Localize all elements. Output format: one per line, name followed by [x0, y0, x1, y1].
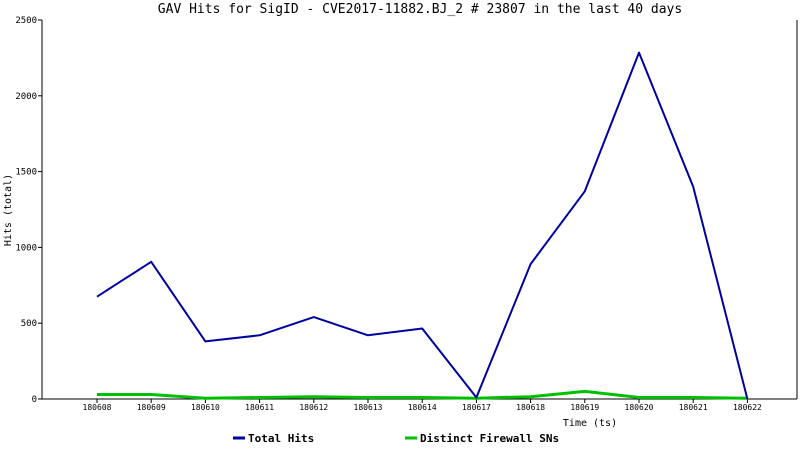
y-tick-label: 2000 — [15, 92, 37, 102]
legend: Total Hits Distinct Firewall SNs — [233, 432, 559, 445]
x-tick-label: 180609 — [137, 403, 166, 412]
x-tick-label: 180617 — [462, 403, 491, 412]
x-tick-label: 180618 — [516, 403, 545, 412]
x-tick-label: 180608 — [83, 403, 112, 412]
series-line-total-hits — [96, 51, 749, 400]
y-tick-label: 1500 — [15, 168, 37, 178]
x-tick-label: 180613 — [354, 403, 383, 412]
y-tick-label: 500 — [21, 319, 37, 329]
chart-title: GAV Hits for SigID - CVE2017-11882.BJ_2 … — [158, 2, 682, 17]
y-tick-label: 1000 — [15, 243, 37, 253]
x-tick-label: 180612 — [299, 403, 328, 412]
x-tick-label: 180622 — [733, 403, 762, 412]
x-tick-label: 180620 — [625, 403, 654, 412]
series-line-distinct-firewall-sns — [97, 389, 748, 400]
x-tick-label: 180614 — [408, 403, 437, 412]
x-axis-label: Time (ts) — [563, 418, 617, 429]
y-tick-label: 2500 — [15, 16, 37, 26]
legend-label: Total Hits — [248, 432, 314, 445]
x-tick-label: 180611 — [245, 403, 274, 412]
y-tick-label: 0 — [32, 395, 37, 405]
x-tick-label: 180621 — [679, 403, 708, 412]
x-tick-label: 180610 — [191, 403, 220, 412]
y-axis-label: Hits (total) — [3, 174, 14, 246]
x-tick-label: 180619 — [570, 403, 599, 412]
legend-label: Distinct Firewall SNs — [420, 432, 559, 445]
plot-area: 0 500 1000 1500 2000 2500 180608 180609 180610 18… — [15, 16, 798, 412]
